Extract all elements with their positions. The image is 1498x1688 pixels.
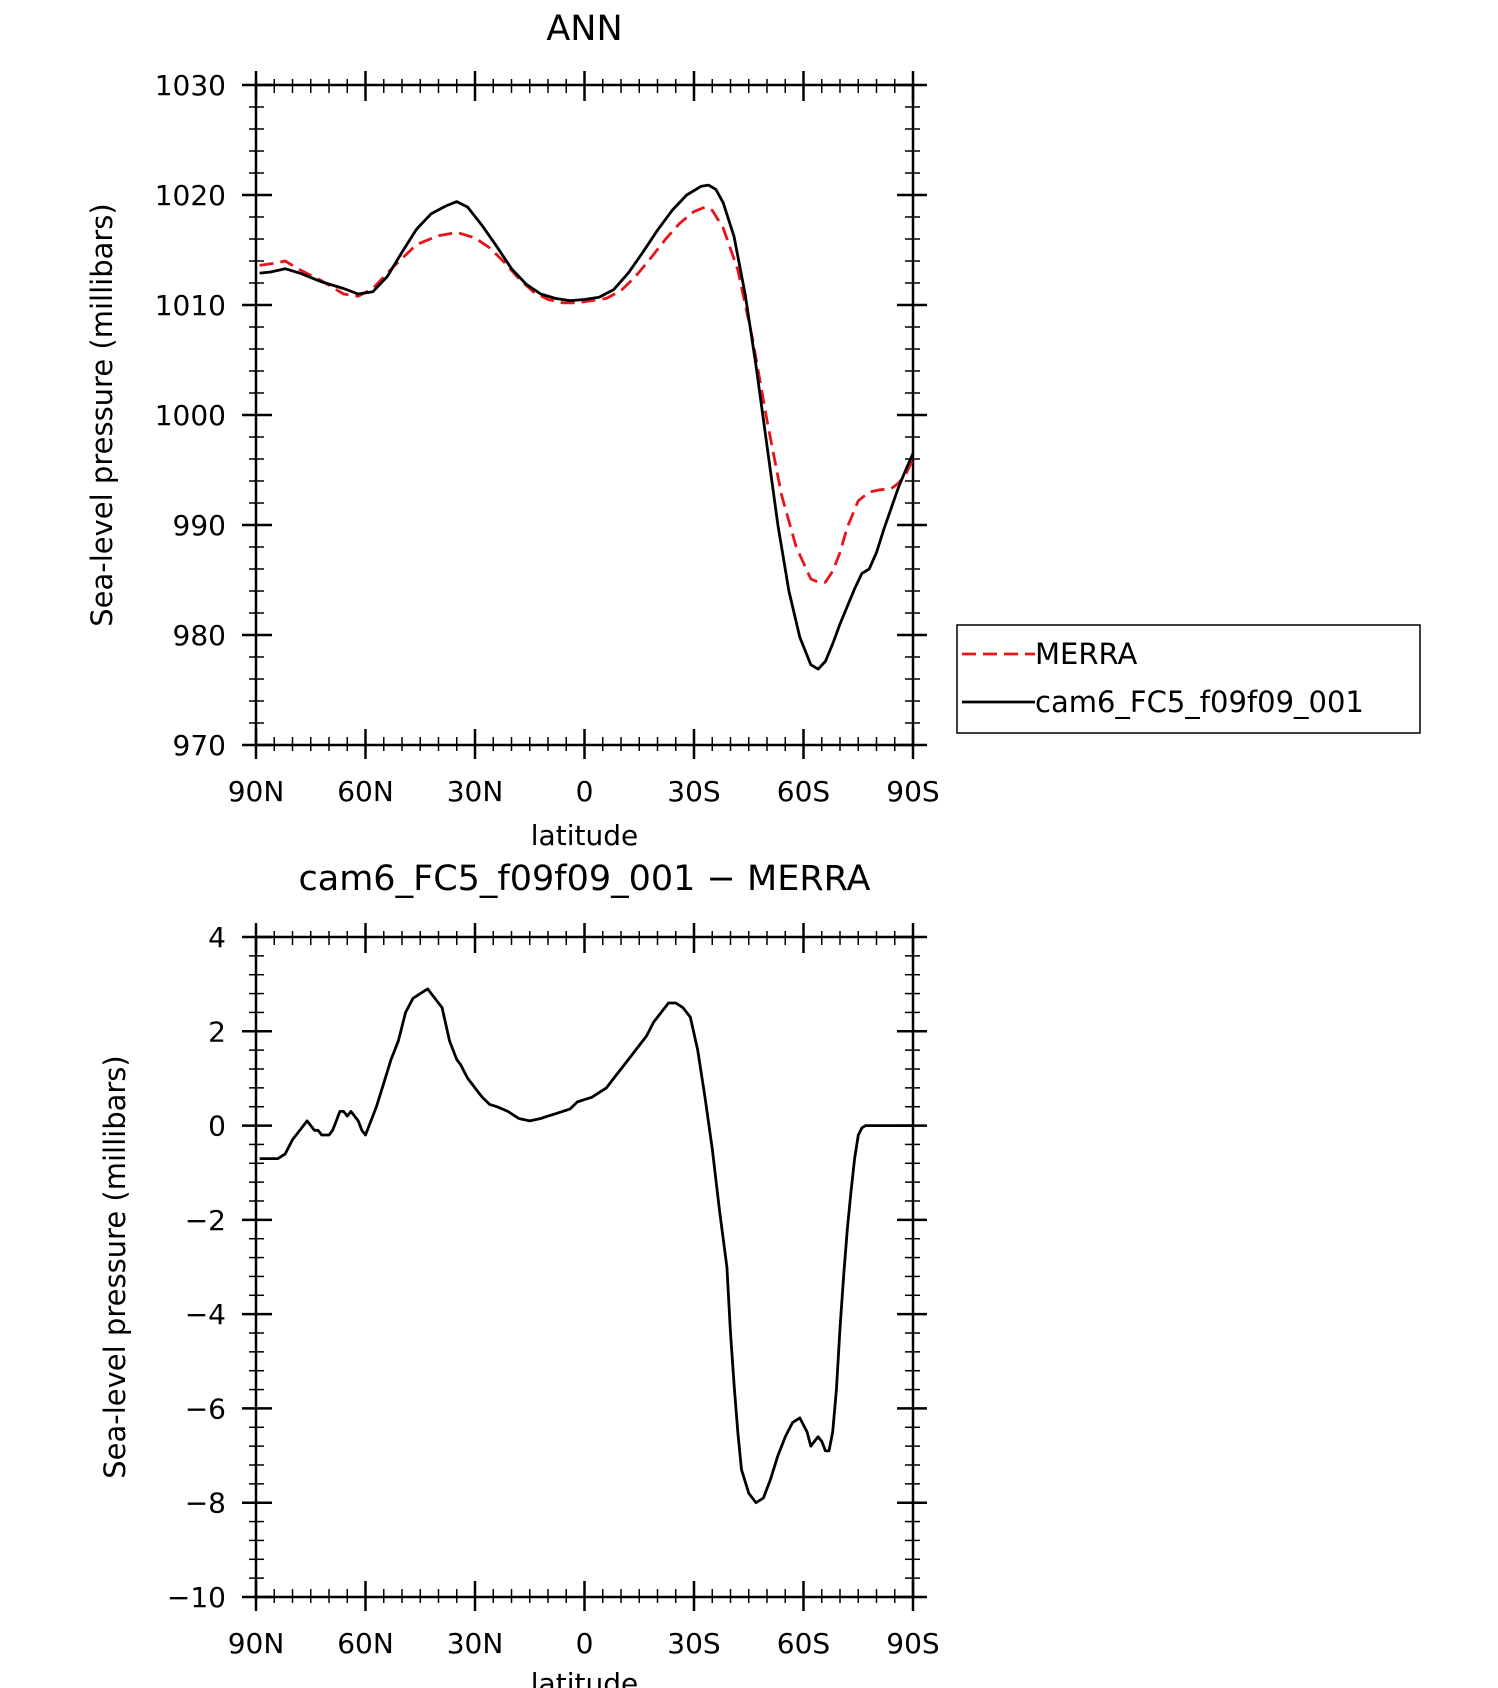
chart-title: ANN (546, 9, 622, 49)
y-tick-label: 990 (173, 509, 226, 542)
x-tick-label: 30N (447, 775, 504, 808)
y-tick-label: 970 (173, 729, 226, 762)
x-tick-label: 90S (886, 1627, 939, 1660)
x-tick-label: 60S (777, 1627, 830, 1660)
y-tick-label: 1010 (155, 289, 226, 322)
y-tick-label: −4 (185, 1298, 226, 1331)
y-tick-label: 1000 (155, 399, 226, 432)
x-tick-label: 60N (337, 1627, 394, 1660)
x-tick-label: 90N (228, 775, 285, 808)
y-tick-label: 1030 (155, 69, 226, 102)
x-axis-label: latitude (531, 819, 638, 852)
x-tick-label: 0 (576, 775, 594, 808)
panel-bottom: 90N 60N 30N 0 30S 60S 90S −10 −8 −6 −4 −2 0 2 4 cam6_FC… (98, 859, 940, 1688)
plot-frame (254, 83, 915, 747)
x-tick-label: 30N (447, 1627, 504, 1660)
y-tick-label: 980 (173, 619, 226, 652)
series-line-cam6_fc5_f09f09_001 (259, 183, 913, 671)
legend-label: cam6_FC5_f09f09_001 (1035, 685, 1364, 719)
y-tick-label: 2 (208, 1015, 226, 1048)
x-tick-label: 90S (886, 775, 939, 808)
series-line-difference (259, 987, 913, 1505)
legend: MERRA cam6_FC5_f09f09_001 (956, 624, 1421, 734)
y-tick-label: 0 (208, 1110, 226, 1143)
x-axis-label: latitude (531, 1667, 638, 1688)
legend-box (956, 624, 1421, 734)
y-tick-label: 1020 (155, 179, 226, 212)
legend-label: MERRA (1035, 637, 1137, 671)
x-tick-label: 60N (337, 775, 394, 808)
y-axis-label: Sea-level pressure (millibars) (98, 1055, 132, 1478)
x-tick-label: 30S (667, 1627, 720, 1660)
y-tick-label: −6 (185, 1392, 226, 1425)
x-tick-label: 90N (228, 1627, 285, 1660)
x-tick-label: 60S (777, 775, 830, 808)
y-tick-label: −10 (167, 1581, 226, 1614)
y-tick-label: 4 (208, 921, 226, 954)
y-tick-label: −2 (185, 1204, 226, 1237)
x-tick-label: 0 (576, 1627, 594, 1660)
y-tick-label: −8 (185, 1487, 226, 1520)
panel-top: 90N 60N 30N 0 30S 60S 90S 970 980 990 1000 1010 1020… (85, 9, 1421, 852)
series-line-merra (259, 205, 913, 584)
x-tick-label: 30S (667, 775, 720, 808)
plot-frame (254, 935, 915, 1599)
chart-title: cam6_FC5_f09f09_001 − MERRA (299, 859, 871, 899)
y-axis-label: Sea-level pressure (millibars) (85, 203, 119, 626)
